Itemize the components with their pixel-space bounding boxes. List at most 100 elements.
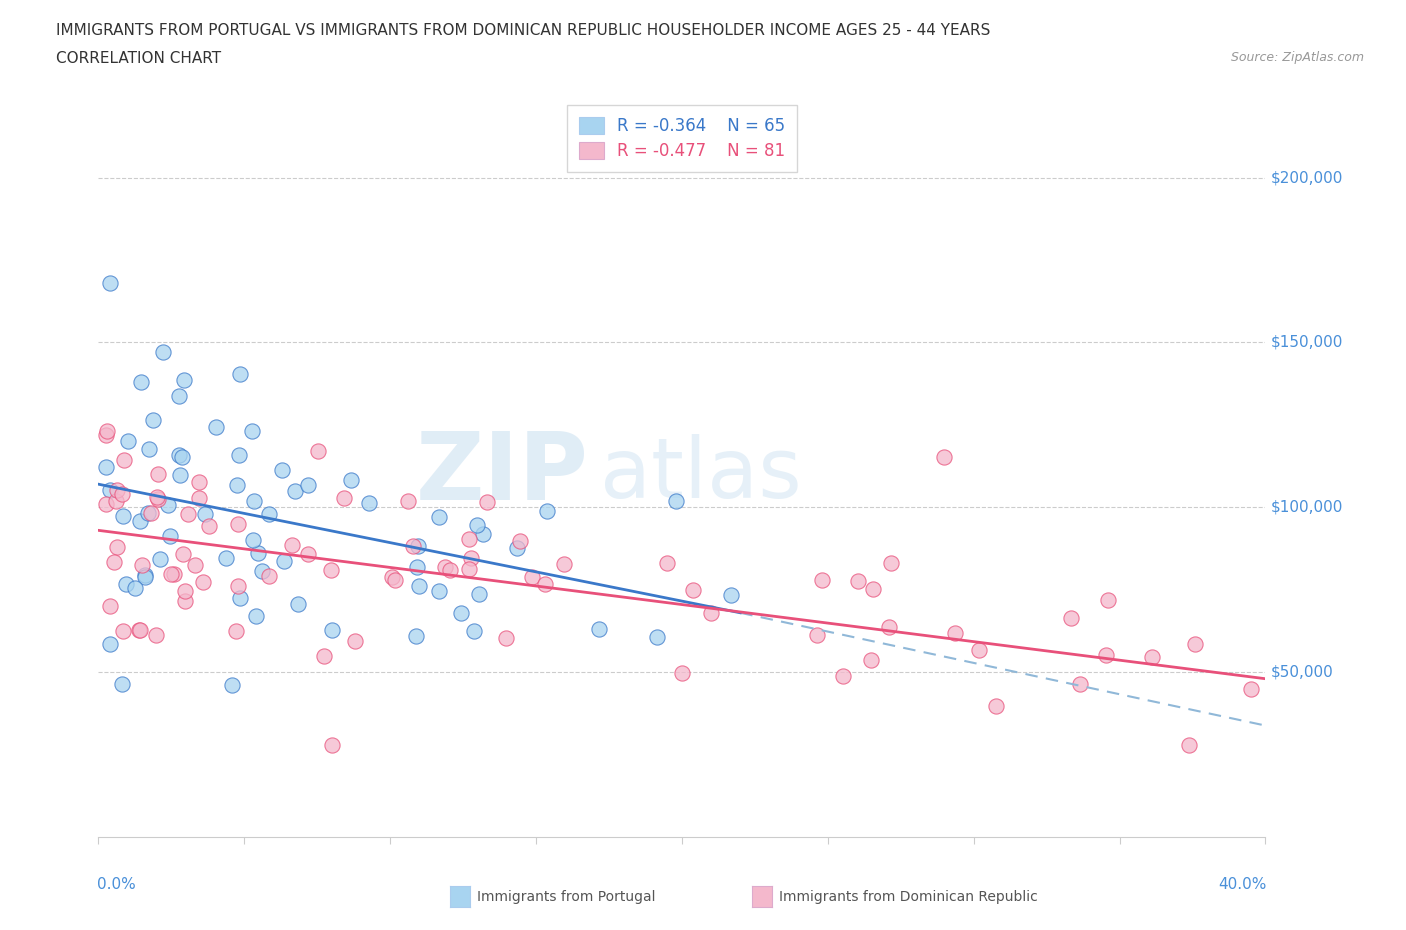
Point bbox=[229, 366, 252, 381]
Point bbox=[297, 478, 319, 493]
Point bbox=[177, 507, 200, 522]
Point bbox=[98, 636, 121, 651]
Point bbox=[111, 624, 134, 639]
Point bbox=[94, 497, 117, 512]
Point bbox=[229, 591, 252, 605]
Point bbox=[148, 491, 170, 506]
Point bbox=[228, 447, 250, 462]
Point bbox=[112, 509, 135, 524]
Point bbox=[156, 498, 179, 512]
Point bbox=[427, 510, 450, 525]
Point bbox=[307, 444, 329, 458]
Point bbox=[339, 472, 361, 487]
Point bbox=[284, 484, 307, 498]
Point bbox=[170, 449, 193, 464]
Point bbox=[146, 467, 169, 482]
Point bbox=[384, 573, 406, 588]
Point bbox=[225, 624, 247, 639]
Point bbox=[215, 551, 238, 565]
Point bbox=[243, 493, 266, 508]
Point bbox=[152, 345, 174, 360]
Point bbox=[96, 424, 118, 439]
Point bbox=[664, 494, 686, 509]
Point bbox=[969, 643, 991, 658]
Point bbox=[138, 441, 160, 456]
Point bbox=[112, 452, 135, 467]
Point bbox=[520, 569, 543, 584]
Point bbox=[145, 628, 167, 643]
Point bbox=[149, 551, 172, 566]
Text: atlas: atlas bbox=[600, 433, 801, 515]
Point bbox=[877, 619, 900, 634]
Text: IMMIGRANTS FROM PORTUGAL VS IMMIGRANTS FROM DOMINICAN REPUBLIC HOUSEHOLDER INCOM: IMMIGRANTS FROM PORTUGAL VS IMMIGRANTS F… bbox=[56, 23, 991, 38]
Point bbox=[159, 566, 181, 581]
Point bbox=[100, 599, 122, 614]
Point bbox=[312, 648, 335, 663]
Point bbox=[173, 593, 195, 608]
Point bbox=[1069, 677, 1091, 692]
Point bbox=[810, 572, 832, 587]
Text: $200,000: $200,000 bbox=[1271, 170, 1344, 185]
Point bbox=[184, 558, 207, 573]
Point bbox=[465, 518, 488, 533]
Point bbox=[287, 597, 309, 612]
Point bbox=[458, 532, 481, 547]
Point bbox=[846, 574, 869, 589]
Point bbox=[105, 483, 128, 498]
Point bbox=[1178, 737, 1201, 752]
Point bbox=[321, 563, 343, 578]
Point bbox=[402, 538, 425, 553]
Text: CORRELATION CHART: CORRELATION CHART bbox=[56, 51, 221, 66]
Text: $150,000: $150,000 bbox=[1271, 335, 1344, 350]
Text: 0.0%: 0.0% bbox=[97, 877, 136, 892]
Point bbox=[193, 574, 215, 589]
Text: 40.0%: 40.0% bbox=[1218, 877, 1267, 892]
Point bbox=[139, 505, 162, 520]
Point bbox=[321, 623, 343, 638]
Point bbox=[134, 570, 156, 585]
Point bbox=[862, 582, 884, 597]
Point bbox=[405, 560, 427, 575]
Text: $100,000: $100,000 bbox=[1271, 499, 1344, 515]
Point bbox=[96, 427, 118, 442]
Point bbox=[506, 540, 529, 555]
Point bbox=[450, 606, 472, 621]
Point bbox=[806, 628, 828, 643]
Point bbox=[1184, 637, 1206, 652]
Point bbox=[226, 578, 249, 593]
Text: $50,000: $50,000 bbox=[1271, 665, 1334, 680]
Point bbox=[159, 528, 181, 543]
Point bbox=[321, 737, 343, 752]
Point bbox=[131, 558, 153, 573]
Point bbox=[172, 547, 194, 562]
Point bbox=[245, 609, 267, 624]
Point bbox=[98, 483, 121, 498]
Point bbox=[273, 553, 295, 568]
Point bbox=[408, 578, 430, 593]
Point bbox=[645, 630, 668, 644]
Point bbox=[467, 587, 489, 602]
Point bbox=[1060, 611, 1083, 626]
Point bbox=[477, 494, 499, 509]
Point bbox=[134, 568, 156, 583]
Text: Immigrants from Dominican Republic: Immigrants from Dominican Republic bbox=[779, 889, 1038, 904]
Point bbox=[434, 560, 457, 575]
Point bbox=[194, 507, 217, 522]
Point bbox=[880, 555, 903, 570]
Point bbox=[226, 477, 249, 492]
Point bbox=[509, 533, 531, 548]
Point bbox=[167, 389, 190, 404]
Point bbox=[128, 622, 150, 637]
Point bbox=[720, 588, 742, 603]
Point bbox=[943, 626, 966, 641]
Point bbox=[129, 513, 152, 528]
Point bbox=[146, 490, 169, 505]
Point bbox=[128, 623, 150, 638]
Point bbox=[270, 463, 292, 478]
Point bbox=[136, 505, 159, 520]
Point bbox=[297, 547, 319, 562]
Point bbox=[406, 538, 429, 553]
Point bbox=[246, 546, 269, 561]
Point bbox=[472, 526, 495, 541]
Point bbox=[129, 374, 152, 389]
